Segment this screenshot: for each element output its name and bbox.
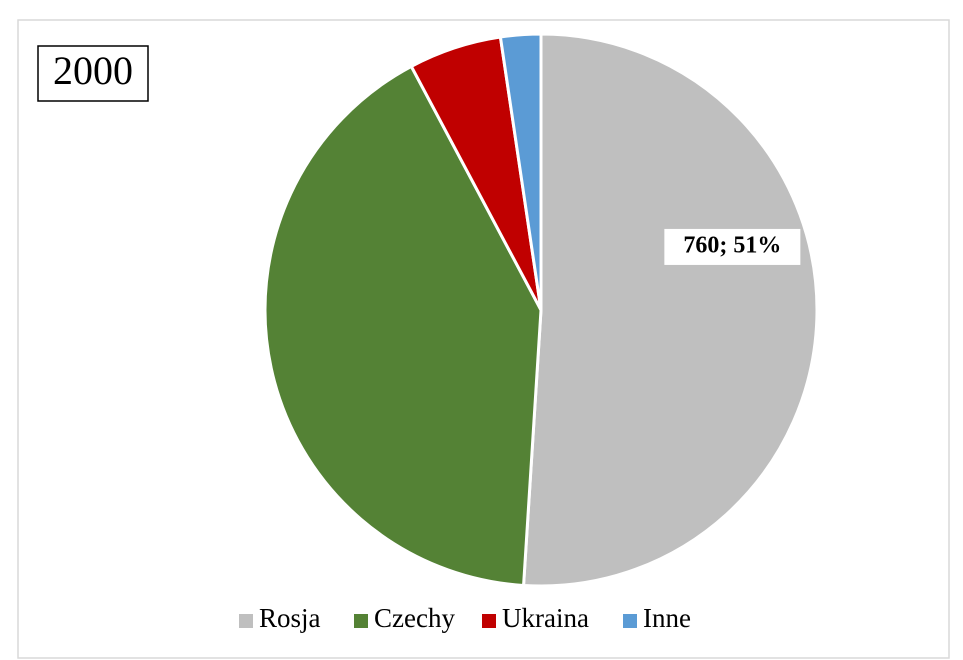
legend-label: Czechy bbox=[374, 603, 455, 633]
title-box bbox=[37, 45, 149, 102]
legend-label: Ukraina bbox=[502, 603, 589, 633]
pie-slice bbox=[521, 32, 819, 588]
legend-swatch bbox=[623, 614, 637, 628]
data-label: 760; 51% bbox=[683, 232, 781, 258]
chart-title: 2000 bbox=[53, 48, 133, 93]
legend-swatch bbox=[482, 614, 496, 628]
legend-swatch bbox=[239, 614, 253, 628]
legend-label: Inne bbox=[643, 603, 691, 633]
pie-slice bbox=[263, 64, 543, 588]
data-label-box bbox=[664, 228, 801, 265]
legend-swatch bbox=[354, 614, 368, 628]
legend-label: Rosja bbox=[259, 603, 321, 633]
pie-slice bbox=[498, 32, 543, 311]
